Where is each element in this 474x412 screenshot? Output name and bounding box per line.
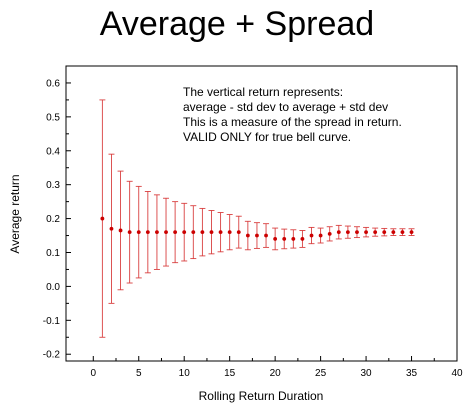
data-point (173, 230, 178, 235)
data-point (364, 230, 368, 235)
y-tick-label: 0.2 (46, 214, 60, 225)
y-tick-label: 0.0 (46, 282, 60, 293)
data-point (255, 233, 259, 238)
x-tick-label: 10 (179, 368, 191, 379)
data-point (355, 230, 359, 235)
data-point (218, 230, 223, 235)
data-point (136, 230, 141, 235)
annotation-line: This is a measure of the spread in retur… (183, 115, 402, 129)
data-point (400, 230, 405, 235)
data-point (109, 226, 114, 231)
annotation-line: The vertical return represents: (183, 85, 343, 99)
data-point (327, 231, 332, 236)
data-point (118, 228, 123, 233)
data-point (200, 230, 205, 235)
data-point (409, 230, 414, 235)
annotation-text: The vertical return represents:average -… (183, 85, 402, 144)
y-tick-label: 0.6 (46, 78, 60, 89)
x-tick-label: 40 (451, 368, 463, 379)
x-tick-label: 15 (224, 368, 236, 379)
points-group (100, 216, 414, 241)
data-point (382, 230, 387, 235)
data-point (155, 230, 159, 235)
data-point (336, 230, 341, 235)
y-tick-label: -0.2 (43, 350, 61, 361)
y-axis: -0.2 -0.1 0.0 0.1 0.2 0.3 0.4 0.5 0.6 (43, 78, 71, 361)
data-point (182, 230, 187, 235)
y-tick-label: 0.5 (46, 112, 60, 123)
slide-title: Average + Spread (99, 5, 375, 43)
data-point (191, 230, 196, 235)
y-tick-label: 0.3 (46, 180, 60, 191)
x-tick-label: 0 (90, 368, 96, 379)
x-axis-title: Rolling Return Duration (199, 389, 324, 403)
y-tick-label: 0.1 (46, 248, 60, 259)
data-point (100, 216, 105, 221)
data-point (127, 230, 132, 235)
data-point (245, 233, 250, 238)
data-point (145, 230, 150, 235)
data-point (391, 230, 396, 235)
x-axis: 0 5 10 15 20 25 30 35 40 (90, 356, 463, 379)
data-point (291, 237, 296, 241)
x-tick-label: 25 (315, 368, 327, 379)
data-point (309, 233, 314, 238)
data-point (264, 233, 268, 238)
data-point (300, 237, 305, 241)
y-tick-label: 0.4 (46, 146, 60, 157)
annotation-line: average - std dev to average + std dev (183, 100, 388, 114)
y-axis-title: Average return (8, 174, 22, 253)
x-tick-label: 35 (406, 368, 418, 379)
data-point (227, 230, 232, 235)
data-point (236, 230, 241, 235)
data-point (273, 237, 278, 241)
annotation-line: VALID ONLY for true bell curve. (183, 130, 351, 144)
x-tick-label: 30 (361, 368, 373, 379)
data-point (373, 230, 378, 235)
plot-frame (65, 65, 458, 362)
y-tick-label: -0.1 (43, 316, 61, 327)
x-tick-label: 5 (136, 368, 142, 379)
data-point (345, 230, 350, 235)
x-tick-label: 20 (270, 368, 282, 379)
data-point (209, 230, 214, 235)
data-point (318, 233, 323, 238)
data-point (282, 237, 287, 241)
data-point (164, 230, 168, 235)
